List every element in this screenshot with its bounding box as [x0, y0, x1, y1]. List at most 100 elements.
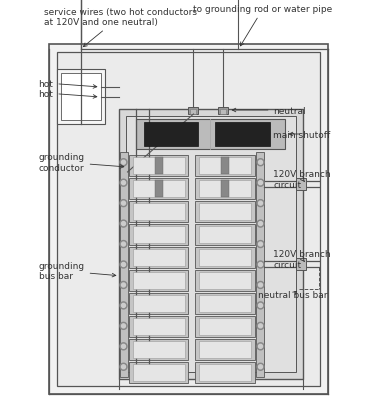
Bar	[132, 272, 184, 289]
Circle shape	[259, 263, 262, 267]
Bar	[222, 158, 230, 175]
Text: 120V branch
circuit: 120V branch circuit	[273, 170, 331, 189]
Bar	[216, 123, 271, 147]
Bar	[196, 316, 256, 337]
Bar	[60, 74, 101, 121]
Bar	[57, 53, 320, 386]
Bar	[196, 202, 256, 222]
Bar	[132, 341, 184, 358]
Bar	[129, 293, 188, 314]
Circle shape	[259, 161, 262, 165]
Bar	[199, 226, 251, 243]
Circle shape	[120, 261, 127, 269]
Bar	[129, 202, 188, 222]
Circle shape	[257, 180, 264, 187]
Circle shape	[120, 282, 127, 289]
Circle shape	[259, 243, 262, 246]
Bar	[129, 247, 188, 269]
Bar	[129, 179, 188, 200]
Bar	[129, 316, 188, 337]
Circle shape	[259, 283, 262, 287]
Text: main shutoff: main shutoff	[273, 130, 331, 139]
Bar	[199, 249, 251, 266]
Circle shape	[120, 159, 127, 166]
Bar	[199, 181, 251, 198]
Bar	[196, 247, 256, 269]
Text: to grounding rod or water pipe: to grounding rod or water pipe	[193, 5, 333, 47]
Bar	[199, 295, 251, 312]
Bar	[57, 70, 104, 125]
Circle shape	[121, 243, 126, 246]
Bar	[196, 270, 256, 291]
Circle shape	[257, 322, 264, 330]
Bar	[144, 123, 199, 147]
Bar	[196, 339, 256, 360]
Text: grounding
conductor: grounding conductor	[38, 153, 124, 172]
Circle shape	[120, 221, 127, 228]
Bar	[196, 156, 256, 177]
Text: neutral bus bar: neutral bus bar	[259, 290, 328, 299]
Circle shape	[257, 343, 264, 350]
Bar	[199, 318, 251, 335]
Text: hot: hot	[38, 79, 97, 89]
Circle shape	[121, 324, 126, 328]
Text: neutral: neutral	[232, 106, 306, 115]
Bar	[199, 364, 251, 381]
Circle shape	[257, 282, 264, 289]
Circle shape	[259, 324, 262, 328]
Bar	[120, 153, 127, 377]
Bar	[296, 258, 307, 270]
Circle shape	[121, 181, 126, 185]
Circle shape	[259, 304, 262, 308]
Text: grounding
bus bar: grounding bus bar	[38, 261, 116, 281]
Bar	[132, 203, 184, 220]
Circle shape	[120, 241, 127, 248]
Circle shape	[120, 363, 127, 370]
Circle shape	[121, 365, 126, 369]
Bar	[196, 224, 256, 245]
Bar	[129, 362, 188, 383]
Bar	[132, 158, 184, 175]
Bar	[222, 181, 230, 198]
Bar	[132, 181, 184, 198]
Bar	[219, 108, 228, 115]
Circle shape	[257, 241, 264, 248]
Bar	[129, 224, 188, 245]
Circle shape	[120, 180, 127, 187]
Circle shape	[121, 222, 126, 226]
Bar	[135, 120, 285, 149]
Circle shape	[121, 263, 126, 267]
Bar	[132, 318, 184, 335]
Circle shape	[257, 200, 264, 207]
Text: hot: hot	[38, 89, 97, 99]
Bar	[129, 339, 188, 360]
Circle shape	[257, 302, 264, 309]
Bar	[118, 110, 303, 379]
Bar	[132, 226, 184, 243]
Circle shape	[257, 261, 264, 269]
Circle shape	[120, 343, 127, 350]
Bar	[190, 110, 196, 115]
Bar	[132, 364, 184, 381]
Bar	[199, 272, 251, 289]
Bar	[188, 108, 199, 115]
Bar	[199, 158, 251, 175]
Circle shape	[120, 322, 127, 330]
Circle shape	[120, 302, 127, 309]
Circle shape	[121, 202, 126, 206]
Text: service wires (two hot conductors
at 120V and one neutral): service wires (two hot conductors at 120…	[43, 8, 196, 47]
Text: 120V branch
circuit: 120V branch circuit	[273, 250, 331, 269]
Bar	[155, 181, 162, 198]
Bar	[196, 179, 256, 200]
Circle shape	[259, 345, 262, 348]
Circle shape	[121, 304, 126, 308]
Bar	[155, 158, 162, 175]
Circle shape	[257, 363, 264, 370]
Bar	[132, 249, 184, 266]
Circle shape	[259, 222, 262, 226]
Bar	[49, 45, 328, 394]
Circle shape	[121, 161, 126, 165]
Bar	[126, 117, 296, 372]
Bar	[256, 153, 265, 377]
Circle shape	[257, 159, 264, 166]
